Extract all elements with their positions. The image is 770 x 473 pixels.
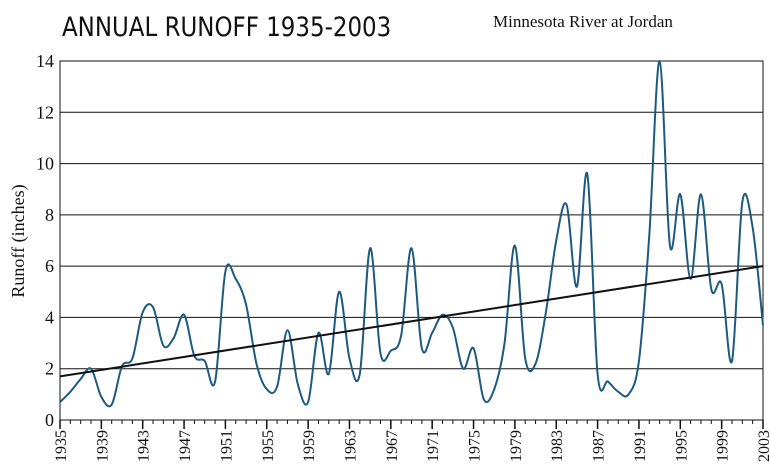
x-tick-label: 1935 bbox=[53, 430, 70, 462]
x-tick-label: 1991 bbox=[632, 430, 649, 462]
y-tick-label: 14 bbox=[36, 51, 54, 71]
x-tick-label: 1939 bbox=[94, 430, 111, 462]
x-tick-label: 1943 bbox=[136, 430, 153, 462]
y-tick-label: 4 bbox=[45, 307, 54, 327]
x-tick-label: 1999 bbox=[715, 430, 732, 462]
y-tick-label: 6 bbox=[45, 256, 54, 276]
trend-line bbox=[59, 265, 764, 378]
y-tick-label: 12 bbox=[36, 102, 54, 122]
y-tick-label: 10 bbox=[36, 154, 54, 174]
x-tick-label: 1951 bbox=[218, 430, 235, 462]
runoff-line bbox=[59, 59, 764, 408]
x-tick-label: 1983 bbox=[549, 430, 566, 462]
chart-subtitle: Minnesota River at Jordan bbox=[493, 12, 673, 31]
x-tick-label: 2003 bbox=[756, 430, 770, 462]
x-tick-label: 1963 bbox=[342, 430, 359, 462]
x-tick-label: 1975 bbox=[467, 430, 484, 462]
x-tick-label: 1995 bbox=[673, 430, 690, 462]
plot-area bbox=[59, 60, 764, 421]
y-tick-label: 0 bbox=[45, 410, 54, 430]
x-tick-label: 1971 bbox=[425, 430, 442, 462]
x-tick-label: 1955 bbox=[260, 430, 277, 462]
chart-title: ANNUAL RUNOFF 1935-2003 bbox=[62, 11, 391, 42]
y-tick-label: 8 bbox=[45, 205, 54, 225]
y-axis-label: Runoff (inches) bbox=[8, 184, 29, 297]
x-tick-label: 1979 bbox=[508, 430, 525, 462]
x-tick-label: 1987 bbox=[591, 430, 608, 462]
x-tick-label: 1967 bbox=[384, 430, 401, 462]
x-tick-label: 1959 bbox=[301, 430, 318, 462]
x-tick-label: 1947 bbox=[177, 430, 194, 462]
y-tick-label: 2 bbox=[45, 359, 54, 379]
